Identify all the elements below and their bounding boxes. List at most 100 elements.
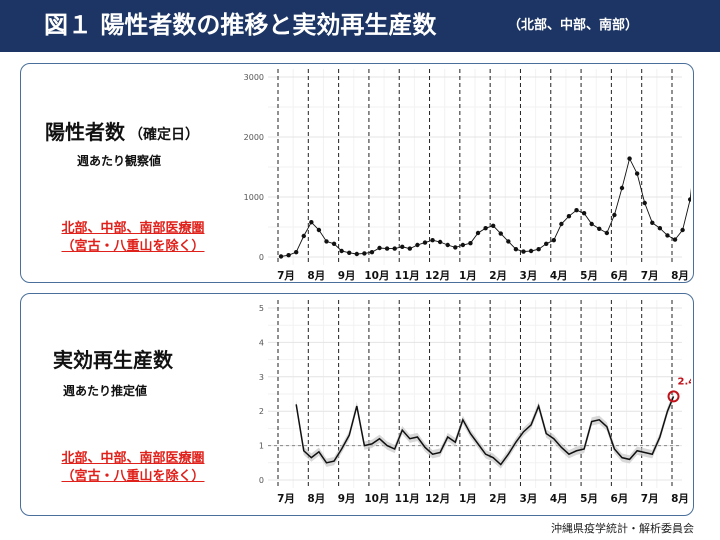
slide-subtitle: （北部、中部、南部）: [508, 18, 639, 33]
data-point: [392, 246, 397, 251]
positive-cases-title-text: 陽性者数: [45, 120, 125, 144]
data-point: [460, 242, 466, 248]
data-point: [453, 245, 458, 250]
month-label: 8月: [307, 270, 325, 282]
data-point: [559, 221, 564, 227]
data-point: [627, 156, 632, 161]
footer-credit: 沖縄県疫学統計・解析委員会: [551, 522, 694, 535]
data-point: [521, 249, 526, 254]
month-label: 7月: [641, 270, 659, 282]
data-point: [293, 250, 299, 255]
series-line: [295, 396, 675, 466]
data-point: [528, 248, 534, 254]
data-point: [354, 251, 359, 257]
data-point: [347, 250, 352, 255]
annotation-marker: [667, 390, 680, 403]
month-label: 9月: [338, 493, 356, 505]
month-label: 2月: [489, 270, 507, 282]
data-point: [369, 250, 375, 255]
data-point: [445, 242, 450, 248]
y-tick-label: 4: [259, 338, 264, 347]
y-tick-label: 0: [259, 476, 264, 485]
region-note-line2: （宮古・八重山を除く）: [61, 239, 205, 254]
data-point: [278, 254, 284, 259]
month-label: 5月: [580, 493, 598, 505]
rt-chart: 0 1 2 3 4 5 7月 8月 9月 10月 11月 12月 1月 2月 3月 4月 5月 6月 7月 8月 2.4…: [259, 300, 691, 505]
data-point: [324, 239, 329, 244]
data-point: [672, 237, 678, 242]
data-point: [589, 221, 594, 227]
data-point: [665, 233, 670, 238]
slide-title: 図１ 陽性者数の推移と実効再生産数: [44, 11, 437, 39]
positive-cases-title-paren: （確定日）: [129, 127, 199, 143]
y-tick-label: 1: [259, 442, 264, 451]
data-point: [604, 230, 610, 236]
positive-cases-panel: 陽性者数 （確定日） 週あたり観察値 北部、中部、南部医療圏 （宮古・八重山を除く…: [20, 63, 694, 283]
data-point: [475, 230, 481, 236]
y-tick-label: 3: [259, 373, 264, 382]
month-label: 4月: [550, 270, 568, 282]
month-label: 8月: [671, 270, 689, 282]
data-point: [422, 240, 428, 245]
data-point: [430, 238, 435, 243]
month-label: 10月: [364, 493, 389, 505]
data-point: [597, 226, 602, 231]
data-point: [574, 208, 579, 213]
month-label: 4月: [550, 493, 568, 505]
month-label: 12月: [425, 270, 450, 282]
data-point: [362, 251, 367, 256]
data-point: [581, 211, 587, 216]
month-label: 7月: [277, 270, 295, 282]
y-tick-label: 2000: [244, 133, 264, 142]
positive-cases-region-note: 北部、中部、南部医療圏 （宮古・八重山を除く）: [43, 220, 223, 256]
month-label: 5月: [580, 270, 598, 282]
data-point: [437, 239, 443, 245]
rt-region-note: 北部、中部、南部医療圏 （宮古・八重山を除く）: [43, 450, 223, 486]
month-label: 3月: [520, 493, 538, 505]
month-label: 12月: [425, 493, 450, 505]
data-point: [498, 231, 503, 236]
rt-panel: 実効再生産数 週あたり推定値 北部、中部、南部医療圏 （宮古・八重山を除く） 0…: [20, 293, 694, 516]
positive-cases-subtitle: 週あたり観察値: [77, 154, 162, 168]
data-point: [301, 233, 306, 239]
month-label: 7月: [277, 493, 295, 505]
data-point: [634, 171, 640, 176]
data-point: [513, 247, 519, 252]
data-point: [551, 238, 556, 243]
data-point: [384, 246, 390, 251]
region-note-line2: （宮古・八重山を除く）: [61, 469, 205, 484]
data-point: [316, 227, 322, 233]
month-label: 8月: [307, 493, 325, 505]
positive-cases-title: 陽性者数 （確定日）: [45, 116, 199, 145]
data-point: [680, 227, 685, 233]
annotation-label: 2.43: [678, 376, 691, 387]
data-point: [339, 248, 344, 254]
data-point: [506, 239, 511, 244]
region-note-line1: 北部、中部、南部医療圏: [61, 451, 205, 466]
month-label: 11月: [395, 493, 420, 505]
y-tick-label: 2: [259, 407, 264, 416]
month-label: 8月: [671, 493, 689, 505]
month-label: 1月: [459, 270, 477, 282]
data-point: [657, 226, 663, 231]
data-point: [642, 200, 647, 206]
data-point: [309, 220, 314, 225]
data-point: [566, 214, 572, 219]
data-point: [490, 223, 496, 228]
month-label: 10月: [364, 270, 389, 282]
month-label: 11月: [395, 270, 420, 282]
month-label: 9月: [338, 270, 356, 282]
y-tick-label: 0: [259, 253, 264, 262]
y-tick-label: 3000: [244, 73, 264, 82]
rt-title: 実効再生産数: [53, 348, 173, 372]
y-tick-label: 1000: [244, 193, 264, 202]
data-point: [407, 246, 413, 251]
rt-subtitle: 週あたり推定値: [63, 384, 148, 398]
data-point: [536, 247, 541, 252]
month-label: 6月: [610, 270, 628, 282]
month-label: 1月: [459, 493, 477, 505]
month-label: 6月: [610, 493, 628, 505]
slide-header: 図１ 陽性者数の推移と実効再生産数 （北部、中部、南部）: [0, 0, 720, 52]
month-label: 3月: [520, 270, 538, 282]
y-tick-label: 5: [259, 304, 264, 313]
